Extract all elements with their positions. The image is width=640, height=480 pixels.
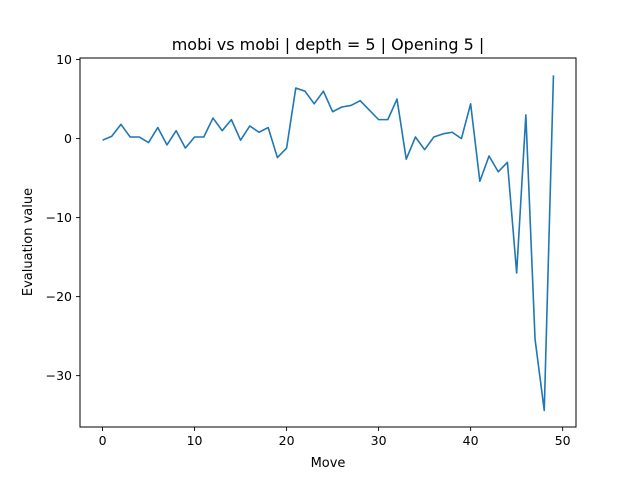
x-tick-label: 20 xyxy=(279,433,295,448)
y-tick-label: −20 xyxy=(46,289,72,304)
plot-frame xyxy=(79,57,577,428)
y-tick-label: −30 xyxy=(46,368,72,383)
y-tick-label: 0 xyxy=(64,131,72,146)
x-tick-label: 30 xyxy=(371,433,387,448)
chart-title: mobi vs mobi | depth = 5 | Opening 5 | xyxy=(172,35,485,54)
y-tick-label: −10 xyxy=(46,210,72,225)
y-tick-label: 10 xyxy=(56,52,72,67)
x-axis: 0 10 20 30 40 50 xyxy=(99,427,571,448)
y-axis-label: Evaluation value xyxy=(21,188,36,296)
y-axis: 10 0 −10 −20 −30 xyxy=(46,52,80,383)
x-tick-label: 50 xyxy=(555,433,571,448)
plot-area xyxy=(102,75,555,412)
x-axis-label: Move xyxy=(311,456,346,471)
x-tick-label: 10 xyxy=(187,433,203,448)
x-tick-label: 40 xyxy=(463,433,479,448)
series-line-0 xyxy=(102,75,555,412)
x-tick-label: 0 xyxy=(99,433,107,448)
